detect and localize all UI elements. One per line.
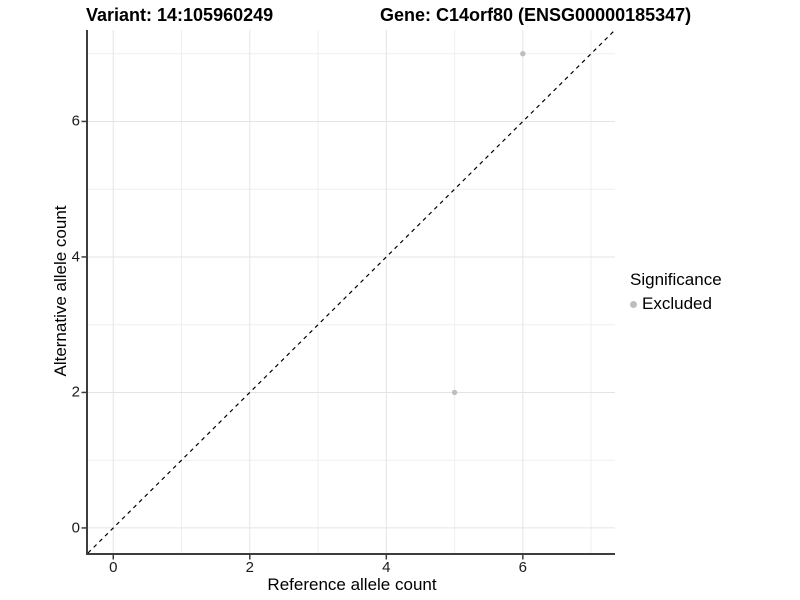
- data-point: [520, 51, 526, 57]
- legend-point-icon: [630, 300, 637, 308]
- identity-line: [87, 29, 616, 554]
- y-tick-label: 4: [71, 248, 80, 266]
- legend-title: Significance: [630, 270, 722, 289]
- data-point: [451, 389, 458, 396]
- legend-entry-label: Excluded: [642, 294, 712, 313]
- legend: Significance Excluded: [630, 270, 722, 314]
- x-tick-label: 6: [518, 559, 527, 576]
- y-axis-title: Alternative allele count: [51, 205, 70, 377]
- y-tick-label: 6: [71, 112, 80, 130]
- variant-title: Variant: 14:105960249: [86, 5, 274, 25]
- gene-title: Gene: C14orf80 (ENSG00000185347): [380, 5, 692, 25]
- y-tick-label: 0: [71, 519, 80, 537]
- x-tick-label: 4: [382, 559, 391, 576]
- x-tick-label: 0: [109, 559, 118, 576]
- plot-panel: [81, 29, 616, 560]
- legend-entry-excluded: Excluded: [630, 294, 722, 314]
- y-tick-label: 2: [71, 383, 80, 401]
- scatter-plot: [81, 29, 616, 560]
- x-tick-label: 2: [245, 559, 254, 576]
- x-axis-title: Reference allele count: [267, 575, 437, 594]
